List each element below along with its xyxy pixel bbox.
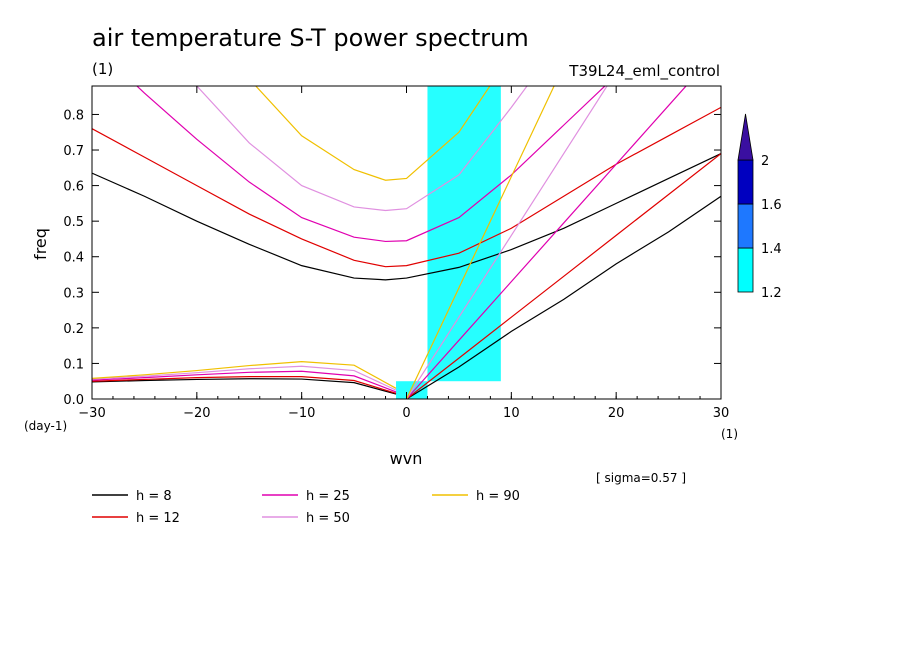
y-unit-label: (day-1) bbox=[24, 419, 67, 433]
legend-label: h = 8 bbox=[136, 489, 172, 504]
colorbar-segment-1 bbox=[737, 203, 754, 249]
chart-subtitle: (1) bbox=[92, 60, 113, 78]
x-axis: −30 −20 −10 0 10 20 30 bbox=[78, 86, 729, 421]
colorbar: 1.2 1.4 1.6 2 bbox=[737, 113, 782, 301]
legend-label: h = 90 bbox=[476, 489, 520, 504]
colorbar-level-label: 2 bbox=[761, 154, 769, 169]
x-axis-label: wvn bbox=[390, 449, 423, 468]
curve-h25-rossby bbox=[92, 370, 397, 393]
colorbar-segment-0 bbox=[737, 247, 754, 293]
x-tick-label: −20 bbox=[183, 406, 210, 421]
chart-title: air temperature S-T power spectrum bbox=[92, 24, 529, 52]
curve-h90-inertia-gravity bbox=[254, 86, 491, 181]
legend-label: h = 50 bbox=[306, 511, 350, 526]
curve-h90-rossby bbox=[92, 361, 397, 389]
colorbar-segment-2 bbox=[737, 159, 754, 205]
curve-h50-inertia-gravity bbox=[196, 86, 528, 212]
colorbar-level-label: 1.6 bbox=[761, 198, 782, 213]
shaded-region-0 bbox=[427, 86, 501, 382]
curve-h25-inertia-gravity bbox=[136, 86, 606, 243]
y-tick-label: 0.7 bbox=[63, 144, 84, 159]
curve-h8-rossby bbox=[92, 378, 397, 395]
curve-h12-kelvin bbox=[406, 153, 721, 399]
curve-h25-kelvin bbox=[406, 86, 687, 399]
x-tick-label: 10 bbox=[503, 406, 520, 421]
curve-h90-kelvin bbox=[405, 86, 555, 399]
y-tick-label: 0.5 bbox=[63, 215, 84, 230]
colorbar-level-label: 1.4 bbox=[761, 242, 782, 257]
curve-h8-kelvin bbox=[406, 195, 721, 399]
y-tick-label: 0.4 bbox=[63, 251, 84, 266]
legend: h = 8 h = 12 h = 25 h = 50 h = 90 bbox=[92, 489, 520, 526]
curve-h50-rossby bbox=[92, 365, 397, 391]
x-tick-label: 30 bbox=[713, 406, 730, 421]
curve-h8-inertia-gravity bbox=[92, 153, 721, 281]
y-axis: 0.0 0.1 0.2 0.3 0.4 0.5 0.6 0.7 0.8 bbox=[63, 108, 721, 408]
colorbar-arrow bbox=[737, 113, 754, 161]
y-tick-label: 0.8 bbox=[63, 108, 84, 123]
x-tick-label: 20 bbox=[608, 406, 625, 421]
x-tick-label: −30 bbox=[78, 406, 105, 421]
y-tick-label: 0.3 bbox=[63, 286, 84, 301]
colorbar-level-label: 1.2 bbox=[761, 286, 782, 301]
x-tick-label: 0 bbox=[402, 406, 410, 421]
dispersion-curves bbox=[92, 86, 721, 399]
plot-frame bbox=[91, 85, 722, 400]
curve-h12-rossby bbox=[92, 375, 397, 394]
sigma-note: [ sigma=0.57 ] bbox=[596, 471, 686, 485]
x-tick-label: −10 bbox=[288, 406, 315, 421]
y-tick-label: 0.1 bbox=[63, 357, 84, 372]
run-label: T39L24_eml_control bbox=[568, 62, 720, 81]
curve-h50-kelvin bbox=[405, 86, 608, 399]
y-tick-label: 0.0 bbox=[63, 393, 84, 408]
legend-label: h = 25 bbox=[306, 489, 350, 504]
y-axis-label: freq bbox=[31, 228, 50, 260]
power-shading bbox=[396, 86, 501, 399]
y-tick-label: 0.2 bbox=[63, 322, 84, 337]
x-unit-label: (1) bbox=[721, 427, 738, 441]
curve-h12-inertia-gravity bbox=[92, 106, 721, 268]
y-tick-label: 0.6 bbox=[63, 180, 84, 195]
legend-label: h = 12 bbox=[136, 511, 180, 526]
